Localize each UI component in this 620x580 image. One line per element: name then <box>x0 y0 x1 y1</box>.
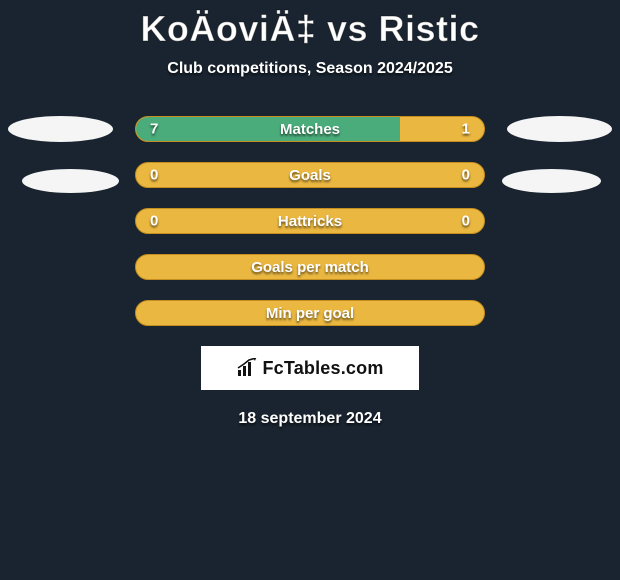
player-left-ellipse-1 <box>8 116 113 142</box>
page-subtitle: Club competitions, Season 2024/2025 <box>0 60 620 78</box>
logo-brand-text: FcTables.com <box>262 358 383 379</box>
stat-left-value: 7 <box>150 121 158 138</box>
stat-bar-goals-per-match: Goals per match <box>135 254 485 280</box>
player-right-ellipse-2 <box>502 169 601 193</box>
stat-label: Matches <box>280 121 340 138</box>
stat-bar-hattricks: 0 Hattricks 0 <box>135 208 485 234</box>
stat-bar-matches: 7 Matches 1 <box>135 116 485 142</box>
player-left-ellipse-2 <box>22 169 119 193</box>
page-title: KoÄoviÄ‡ vs Ristic <box>0 0 620 50</box>
stat-bar-goals: 0 Goals 0 <box>135 162 485 188</box>
stat-label: Goals <box>289 167 331 184</box>
stat-right-value: 0 <box>462 213 470 230</box>
stat-bar-min-per-goal: Min per goal <box>135 300 485 326</box>
stat-left-value: 0 <box>150 167 158 184</box>
stat-label: Goals per match <box>251 259 369 276</box>
stat-right-value: 0 <box>462 167 470 184</box>
stat-bars: 7 Matches 1 0 Goals 0 0 Hattricks 0 Goal… <box>135 116 485 326</box>
stat-left-value: 0 <box>150 213 158 230</box>
stat-right-value: 1 <box>462 121 470 138</box>
stat-label: Hattricks <box>278 213 342 230</box>
player-right-ellipse-1 <box>507 116 612 142</box>
logo-box: FcTables.com <box>201 346 419 390</box>
chart-icon <box>236 358 258 378</box>
footer-date: 18 september 2024 <box>0 410 620 428</box>
stat-bar-fill <box>136 117 400 141</box>
comparison-stage: 7 Matches 1 0 Goals 0 0 Hattricks 0 Goal… <box>0 116 620 326</box>
stat-label: Min per goal <box>266 305 354 322</box>
